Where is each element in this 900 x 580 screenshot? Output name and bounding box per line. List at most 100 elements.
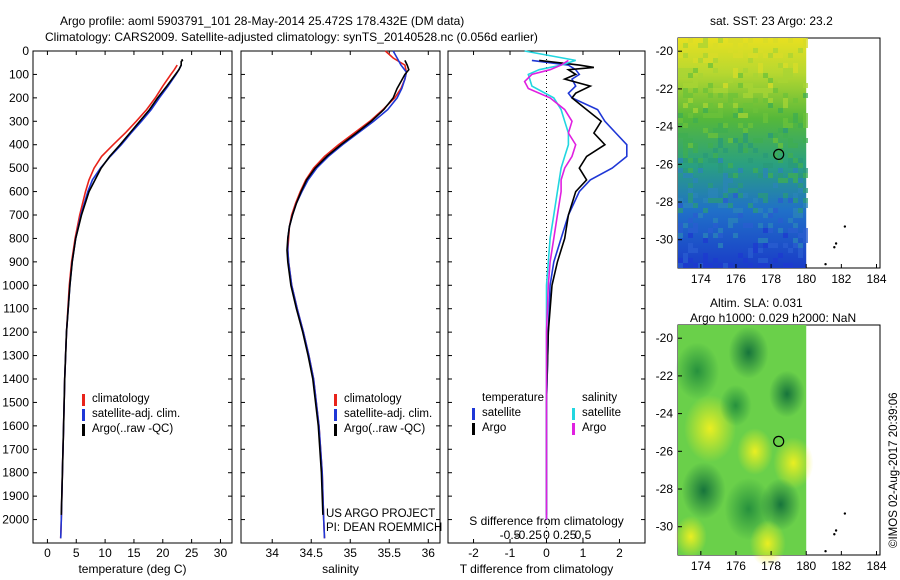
lon-tick-label: 180: [796, 559, 816, 573]
sst-pixel: [678, 208, 683, 213]
sst-pixel: [678, 118, 683, 123]
sst-pixel: [763, 263, 768, 268]
y-tick-label: 700: [9, 208, 29, 222]
y-tick-label: 1900: [2, 489, 29, 503]
sst-pixel: [758, 173, 763, 178]
x-axis-label: T difference from climatology: [460, 562, 614, 576]
sst-pixel: [738, 48, 743, 53]
sst-pixel: [723, 178, 728, 183]
sst-pixel: [763, 243, 768, 248]
sst-pixel: [793, 213, 798, 218]
sst-pixel: [773, 88, 778, 93]
sst-pixel: [708, 143, 713, 148]
sst-pixel: [703, 233, 708, 238]
sst-pixel: [718, 103, 723, 108]
legend-label-s-satellite: satellite: [582, 407, 621, 419]
sst-pixel: [763, 153, 768, 158]
sst-pixel: [728, 38, 733, 43]
sst-pixel: [768, 243, 773, 248]
sst-pixel: [688, 248, 693, 253]
sst-pixel: [753, 198, 758, 203]
sst-pixel: [763, 93, 768, 98]
sst-pixel: [798, 233, 803, 238]
sst-pixel: [803, 238, 808, 243]
sst-pixel: [708, 63, 713, 68]
sst-pixel: [798, 188, 803, 193]
sst-pixel: [748, 158, 753, 163]
lon-tick-label: 174: [691, 559, 711, 573]
series-line: [60, 58, 184, 515]
sst-pixel: [723, 263, 728, 268]
sst-pixel: [723, 83, 728, 88]
series-line: [524, 50, 576, 520]
sst-pixel: [713, 68, 718, 73]
sst-pixel: [773, 38, 778, 43]
sst-pixel: [688, 203, 693, 208]
legend-swatch-argo: [334, 423, 337, 436]
sst-pixel: [803, 123, 808, 128]
sst-pixel: [778, 173, 783, 178]
sst-pixel: [713, 53, 718, 58]
project-credit: US ARGO PROJECT PI: DEAN ROEMMICH: [326, 507, 442, 535]
sst-pixel: [773, 258, 778, 263]
sst-pixel: [783, 178, 788, 183]
sst-pixel: [798, 213, 803, 218]
sst-pixel: [793, 158, 798, 163]
sst-pixel: [738, 38, 743, 43]
sst-pixel: [773, 208, 778, 213]
sla-blob: [728, 326, 769, 379]
sst-pixel: [718, 113, 723, 118]
sst-pixel: [728, 78, 733, 83]
sst-pixel: [783, 263, 788, 268]
s-tick-label: -0.5: [500, 528, 521, 542]
sla-blob: [768, 370, 805, 418]
sst-pixel: [793, 113, 798, 118]
sst-pixel: [783, 78, 788, 83]
sst-pixel: [768, 228, 773, 233]
sst-pixel: [763, 113, 768, 118]
sst-pixel: [798, 123, 803, 128]
sst-pixel: [733, 43, 738, 48]
sst-pixel: [763, 238, 768, 243]
sst-pixel: [738, 208, 743, 213]
sst-pixel: [713, 153, 718, 158]
sst-pixel: [788, 228, 793, 233]
x-tick-label: 36: [422, 546, 436, 560]
x-tick-label: 1: [580, 546, 587, 560]
sst-pixel: [763, 173, 768, 178]
sst-pixel: [713, 43, 718, 48]
plot-frame: [32, 50, 233, 544]
sst-pixel: [728, 218, 733, 223]
sst-pixel: [793, 228, 798, 233]
profile-panel-1: 0 5 10 15 20 25 300100200300400500600700800900…: [2, 44, 233, 576]
sst-pixel: [758, 208, 763, 213]
title-line-2: Climatology: CARS2009. Satellite-adjuste…: [45, 30, 538, 44]
sst-pixel: [698, 158, 703, 163]
sst-pixel: [723, 193, 728, 198]
sst-map: 174 176 178 180 182 184 -20 -22 -24 -26 -28 -30: [656, 37, 887, 286]
sst-pixel: [768, 163, 773, 168]
sst-pixel: [678, 263, 683, 268]
x-tick-label: 5: [73, 546, 80, 560]
sst-pixel: [683, 138, 688, 143]
sst-pixel: [688, 68, 693, 73]
sst-pixel: [718, 38, 723, 43]
sst-pixel: [678, 168, 683, 173]
sst-pixel: [788, 248, 793, 253]
sst-pixel: [723, 123, 728, 128]
sst-pixel: [733, 233, 738, 238]
s-tick-label: 0.5: [575, 528, 592, 542]
sst-pixel: [708, 228, 713, 233]
sst-pixel: [763, 193, 768, 198]
sst-pixel: [798, 183, 803, 188]
sst-pixel: [683, 168, 688, 173]
sst-pixel: [758, 138, 763, 143]
sst-pixel: [768, 78, 773, 83]
sst-pixel: [703, 153, 708, 158]
sst-pixel: [733, 68, 738, 73]
sst-pixel: [688, 168, 693, 173]
sst-pixel: [688, 183, 693, 188]
sst-pixel: [788, 143, 793, 148]
sst-pixel: [768, 88, 773, 93]
sla-blob: [760, 478, 801, 531]
